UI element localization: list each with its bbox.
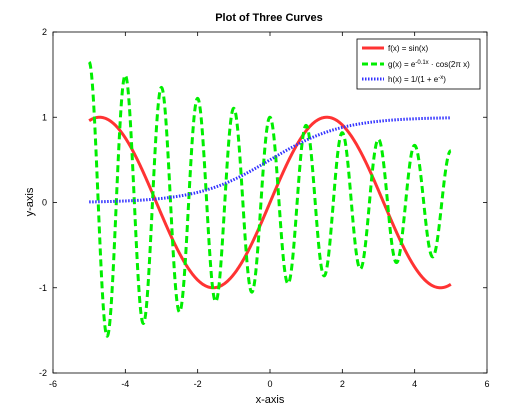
series-lines bbox=[88, 60, 452, 338]
y-tick-label: -2 bbox=[39, 368, 47, 378]
legend-label-h-pre: h(x) = 1/(1 + e bbox=[388, 75, 439, 84]
x-tick-label: -2 bbox=[194, 379, 202, 389]
legend-label-g-post: · cos(2π x) bbox=[429, 60, 470, 69]
chart-title: Plot of Three Curves bbox=[215, 12, 323, 24]
x-axis-label: x-axis bbox=[256, 394, 285, 406]
y-tick-label: 1 bbox=[42, 112, 47, 122]
y-tick-label: -1 bbox=[39, 283, 47, 293]
x-tick-labels: -6 -4 -2 0 2 4 6 bbox=[49, 379, 490, 389]
ticks bbox=[52, 31, 488, 374]
legend-label-h-sup: -x bbox=[438, 75, 443, 81]
y-axis-label: y-axis bbox=[24, 187, 36, 216]
x-tick-label: -6 bbox=[49, 379, 57, 389]
x-tick-label: 6 bbox=[484, 379, 489, 389]
series-line-sigmoid bbox=[88, 116, 452, 204]
x-tick-label: 4 bbox=[412, 379, 417, 389]
plot-area: -6 -4 -2 0 2 4 6 -2 -1 0 1 2 bbox=[39, 27, 490, 389]
legend-label-f: f(x) = sin(x) bbox=[388, 44, 429, 53]
legend-label-g-pre: g(x) = e bbox=[388, 60, 416, 69]
legend-label-h: h(x) = 1/(1 + e-x) bbox=[388, 75, 446, 84]
legend: f(x) = sin(x) g(x) = e-0.1x · cos(2π x) … bbox=[356, 38, 481, 90]
y-tick-label: 2 bbox=[42, 27, 47, 37]
legend-label-g-sup: -0.1x bbox=[415, 60, 428, 66]
y-tick-labels: -2 -1 0 1 2 bbox=[39, 27, 47, 378]
x-tick-label: 2 bbox=[340, 379, 345, 389]
series-line-damped_cos bbox=[88, 60, 452, 338]
x-tick-label: 0 bbox=[267, 379, 272, 389]
x-tick-label: -4 bbox=[121, 379, 129, 389]
legend-label-h-post: ) bbox=[443, 75, 446, 84]
y-tick-label: 0 bbox=[42, 198, 47, 208]
legend-label-g: g(x) = e-0.1x · cos(2π x) bbox=[388, 60, 470, 69]
